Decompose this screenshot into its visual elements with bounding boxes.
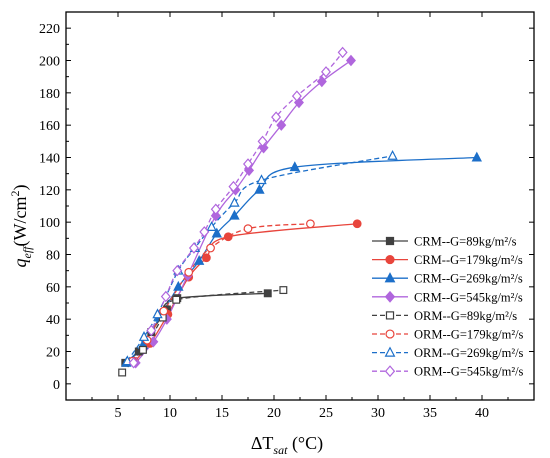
y-tick-label: 100: [39, 216, 60, 231]
series-markers-group: [118, 46, 482, 377]
data-point-diamond: [291, 90, 302, 102]
data-point-diamond: [172, 264, 183, 277]
y-tick-label: 80: [46, 249, 60, 264]
legend-label-7: ORM--G=269kg/m²/s: [414, 346, 524, 360]
data-point-triangle: [471, 151, 482, 162]
data-point-circle: [385, 255, 395, 265]
data-point-square: [385, 311, 395, 320]
data-point-triangle: [289, 161, 300, 172]
y-tick-label: 180: [39, 87, 60, 102]
data-point-diamond: [345, 54, 356, 67]
data-point-circle: [206, 243, 215, 253]
data-point-diamond: [384, 290, 396, 303]
data-point-diamond: [228, 180, 239, 193]
data-point-triangle: [152, 308, 163, 319]
data-point-triangle: [206, 221, 217, 231]
data-point-triangle: [229, 196, 240, 207]
y-tick-label: 200: [39, 55, 60, 70]
data-point-circle: [306, 219, 315, 229]
x-tick-label: 30: [371, 406, 385, 421]
x-axis-label: ΔTsat (°C): [251, 433, 323, 457]
data-point-triangle: [138, 331, 150, 341]
data-point-triangle: [229, 209, 240, 220]
y-tick-label: 60: [46, 281, 60, 296]
data-point-triangle: [387, 149, 398, 160]
data-point-triangle: [384, 346, 396, 357]
data-point-circle: [223, 232, 233, 242]
x-tick-label: 25: [319, 406, 333, 421]
data-point-diamond: [188, 242, 199, 254]
x-tick-label: 5: [115, 406, 122, 421]
y-tick-label: 140: [39, 152, 60, 167]
data-point-diamond: [146, 324, 157, 337]
data-point-circle: [243, 224, 253, 234]
legend-label-5: ORM--G=89kg/m²/s: [414, 309, 517, 323]
legend-label-3: CRM--G=269kg/m²/s: [414, 272, 523, 286]
data-point-square: [139, 345, 147, 354]
data-point-square: [279, 286, 288, 295]
data-point-diamond: [271, 111, 282, 123]
data-point-circle: [159, 306, 169, 316]
x-tick-label: 40: [475, 406, 489, 421]
plot-frame-group: [65, 11, 535, 401]
data-point-diamond: [257, 135, 268, 148]
legend-label-8: ORM--G=545kg/m²/s: [414, 365, 524, 379]
y-axis-label: qeff(W/cm2): [8, 185, 34, 268]
data-point-triangle: [254, 183, 265, 194]
data-point-circle: [184, 267, 194, 277]
data-point-triangle: [173, 280, 184, 291]
data-point-triangle: [193, 255, 205, 265]
data-point-triangle: [211, 227, 222, 238]
axis-ticks-group: 5 10 15 20 25 30 35 40 0 20 40 60 80 100 120 140 160 180 2…: [39, 12, 534, 421]
data-point-triangle: [256, 174, 267, 185]
legend-label-6: ORM--G=179kg/m²/s: [414, 328, 524, 342]
data-point-diamond: [210, 209, 221, 222]
plot-frame: [65, 11, 535, 401]
y-tick-label: 120: [39, 184, 60, 199]
y-tick-label: 160: [39, 119, 60, 134]
legend: CRM--G=89kg/m²/s CRM--G=179kg/m²/s CRM--G=…: [372, 235, 524, 379]
data-point-diamond: [128, 357, 139, 369]
x-tick-label: 20: [267, 406, 281, 421]
x-tick-label: 35: [423, 406, 437, 421]
data-point-diamond: [243, 158, 253, 170]
data-point-diamond: [276, 119, 287, 131]
data-point-diamond: [316, 75, 327, 88]
y-tick-label: 40: [46, 313, 60, 328]
data-point-diamond: [160, 290, 171, 303]
data-point-square: [118, 368, 127, 377]
data-point-circle: [385, 329, 395, 339]
x-tick-label: 10: [163, 406, 177, 421]
y-tick-label: 220: [39, 22, 60, 37]
x-tick-label: 15: [215, 406, 229, 421]
data-point-triangle: [384, 272, 396, 283]
y-tick-label: 20: [46, 346, 60, 361]
data-point-square: [172, 295, 181, 304]
data-point-diamond: [321, 66, 331, 78]
legend-label-4: CRM--G=545kg/m²/s: [414, 290, 523, 304]
data-point-diamond: [199, 226, 210, 238]
data-point-circle: [352, 219, 362, 229]
data-point-circle: [202, 253, 211, 263]
data-point-diamond: [210, 203, 221, 215]
legend-label-2: CRM--G=179kg/m²/s: [414, 253, 523, 267]
data-point-square: [385, 236, 395, 246]
data-point-square: [263, 289, 272, 298]
y-tick-label: 0: [53, 378, 60, 393]
data-point-diamond: [337, 46, 348, 59]
data-point-diamond: [384, 365, 396, 378]
series-line-5: [121, 289, 284, 373]
legend-label-1: CRM--G=89kg/m²/s: [414, 235, 517, 249]
